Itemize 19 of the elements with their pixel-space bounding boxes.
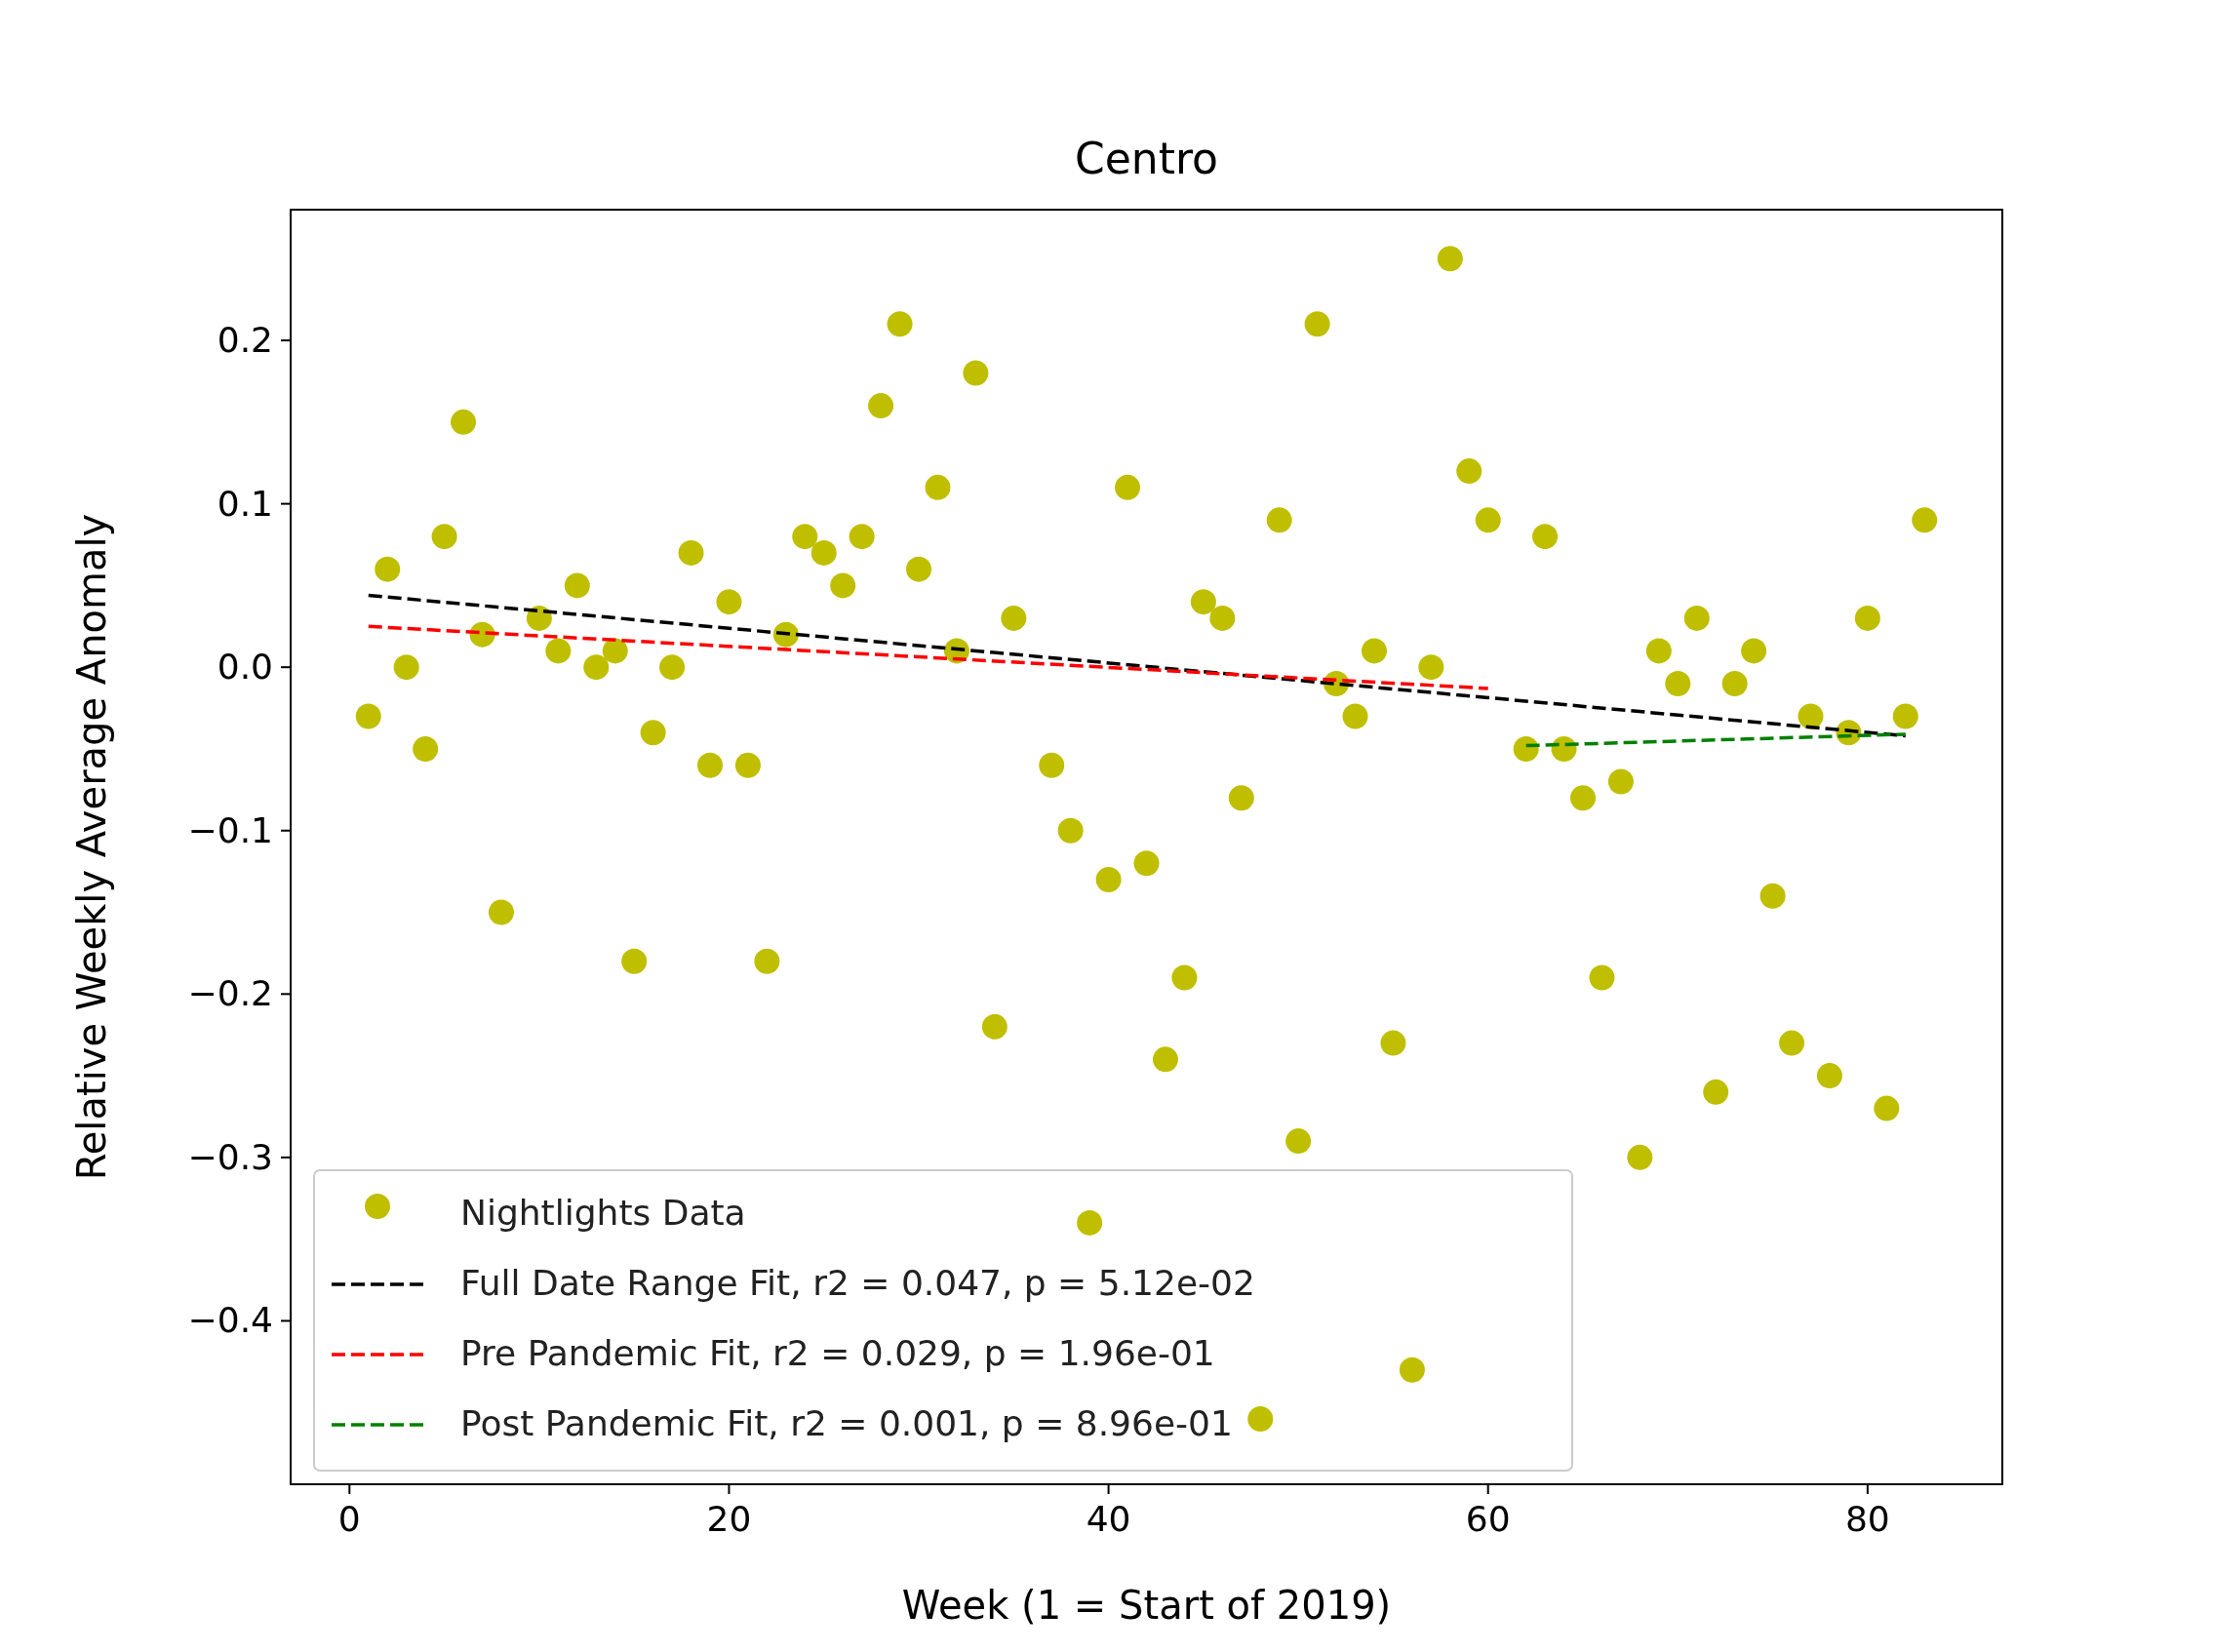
- y-tick-label: 0.0: [217, 647, 273, 688]
- y-tick-label: −0.2: [187, 973, 273, 1014]
- legend-label: Post Pandemic Fit, r2 = 0.001, p = 8.96e-01: [460, 1403, 1233, 1443]
- y-tick-label: 0.2: [217, 320, 273, 361]
- x-tick-label: 20: [706, 1499, 752, 1539]
- legend-label: Nightlights Data: [460, 1193, 746, 1233]
- x-axis-title: Week (1 = Start of 2019): [901, 1583, 1392, 1628]
- chart-title: Centro: [1075, 134, 1218, 183]
- y-tick-label: 0.1: [217, 483, 273, 524]
- legend-label: Pre Pandemic Fit, r2 = 0.029, p = 1.96e-01: [460, 1333, 1215, 1373]
- x-tick-label: 80: [1844, 1499, 1890, 1539]
- y-tick-label: −0.4: [187, 1300, 273, 1341]
- y-axis-title: Relative Weekly Average Anomaly: [69, 513, 114, 1181]
- x-tick-label: 60: [1465, 1499, 1511, 1539]
- y-tick-label: −0.3: [187, 1136, 273, 1177]
- x-tick-label: 0: [337, 1499, 361, 1539]
- x-tick-label: 40: [1086, 1499, 1131, 1539]
- legend-label: Full Date Range Fit, r2 = 0.047, p = 5.12e-02: [460, 1263, 1255, 1303]
- y-tick-label: −0.1: [187, 809, 273, 850]
